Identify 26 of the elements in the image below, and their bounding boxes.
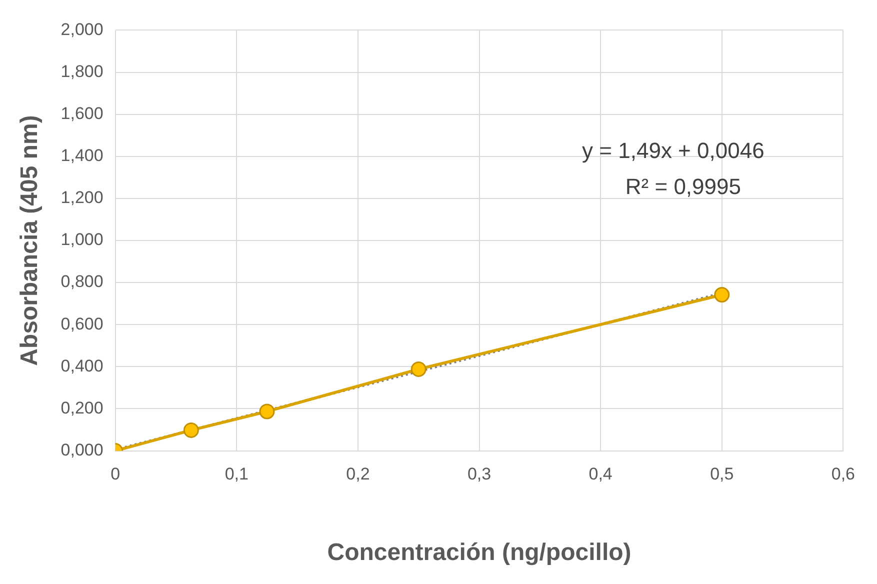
annotation: R² = 0,9995: [625, 174, 741, 200]
y-tick-label: 1,800: [60, 62, 104, 81]
y-tick-label: 1,400: [60, 146, 104, 166]
x-axis-title: Concentración (ng/pocillo): [327, 539, 632, 566]
x-tick-label: 0,3: [467, 464, 492, 484]
point: [259, 404, 275, 420]
y-tick-label: 2,000: [60, 20, 104, 39]
x-tick-label: 0,6: [831, 464, 856, 484]
y-tick-label: 1,600: [60, 104, 104, 124]
point: [410, 361, 426, 377]
point: [183, 422, 199, 438]
y-tick-label: 0,800: [60, 272, 104, 292]
x-tick-label: 0: [110, 464, 120, 484]
x-tick-label: 0,2: [346, 464, 370, 484]
y-tick-label: 1,000: [60, 230, 104, 250]
x-tick-label: 0,5: [710, 464, 734, 484]
y-tick-label: 0,400: [60, 356, 104, 376]
x-tick-label: 0,1: [224, 464, 248, 484]
annotation: y = 1,49x + 0,0046: [582, 138, 764, 164]
y-axis-title: Absorbancia (405 nm): [16, 115, 44, 366]
y-tick-label: 1,200: [60, 188, 104, 208]
y-tick-label: 0,000: [60, 440, 104, 460]
y-tick-label: 0,200: [60, 398, 104, 418]
y-tick-label: 0,600: [60, 314, 104, 334]
x-tick-label: 0,4: [588, 464, 612, 484]
point: [714, 287, 730, 303]
